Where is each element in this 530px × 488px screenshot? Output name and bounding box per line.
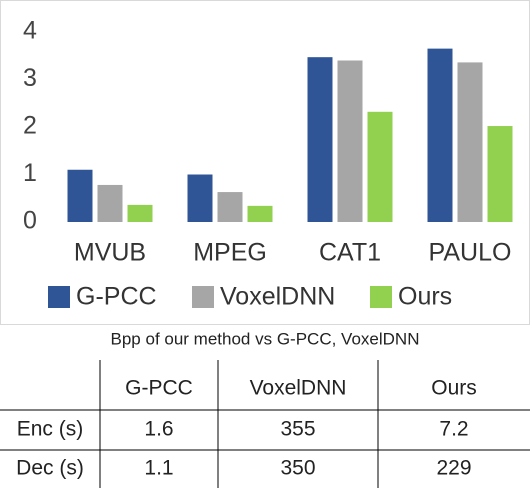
y-tick-label: 0 <box>23 207 37 235</box>
table-header: VoxelDNN <box>250 377 347 400</box>
bar <box>67 169 93 222</box>
bar <box>367 111 393 222</box>
bar <box>337 60 363 222</box>
table-header: G-PCC <box>125 377 193 400</box>
x-tick-label: MVUB <box>74 239 146 267</box>
x-tick-label: CAT1 <box>319 239 381 267</box>
table-cell: 7.2 <box>439 418 468 441</box>
bar <box>187 174 213 222</box>
table-cell: Enc (s) <box>17 418 84 441</box>
x-tick-label: MPEG <box>193 239 267 267</box>
legend-swatch <box>48 286 70 308</box>
legend-label: VoxelDNN <box>220 283 335 311</box>
bar <box>427 48 453 222</box>
y-tick-label: 3 <box>23 64 37 92</box>
bar <box>457 62 483 223</box>
bar <box>97 184 123 222</box>
y-tick-label: 1 <box>23 159 37 187</box>
table-cell: 355 <box>280 418 315 441</box>
y-tick-label: 4 <box>23 17 37 45</box>
bar <box>127 204 153 222</box>
legend-swatch <box>192 286 214 308</box>
table-cell: Dec (s) <box>16 457 84 480</box>
bar <box>487 126 513 222</box>
table-header: Ours <box>431 377 477 400</box>
bar <box>217 192 243 222</box>
caption: Bpp of our method vs G-PCC, VoxelDNN <box>111 329 420 348</box>
table-cell: 350 <box>280 457 315 480</box>
legend-label: Ours <box>398 283 452 311</box>
x-tick-label: PAULO <box>429 239 512 267</box>
y-tick-label: 2 <box>23 112 37 140</box>
table-cell: 229 <box>436 457 471 480</box>
bar <box>307 57 333 222</box>
legend-swatch <box>370 286 392 308</box>
legend-label: G-PCC <box>76 283 157 311</box>
table-cell: 1.1 <box>144 457 173 480</box>
bar <box>247 205 273 222</box>
table-cell: 1.6 <box>144 418 173 441</box>
